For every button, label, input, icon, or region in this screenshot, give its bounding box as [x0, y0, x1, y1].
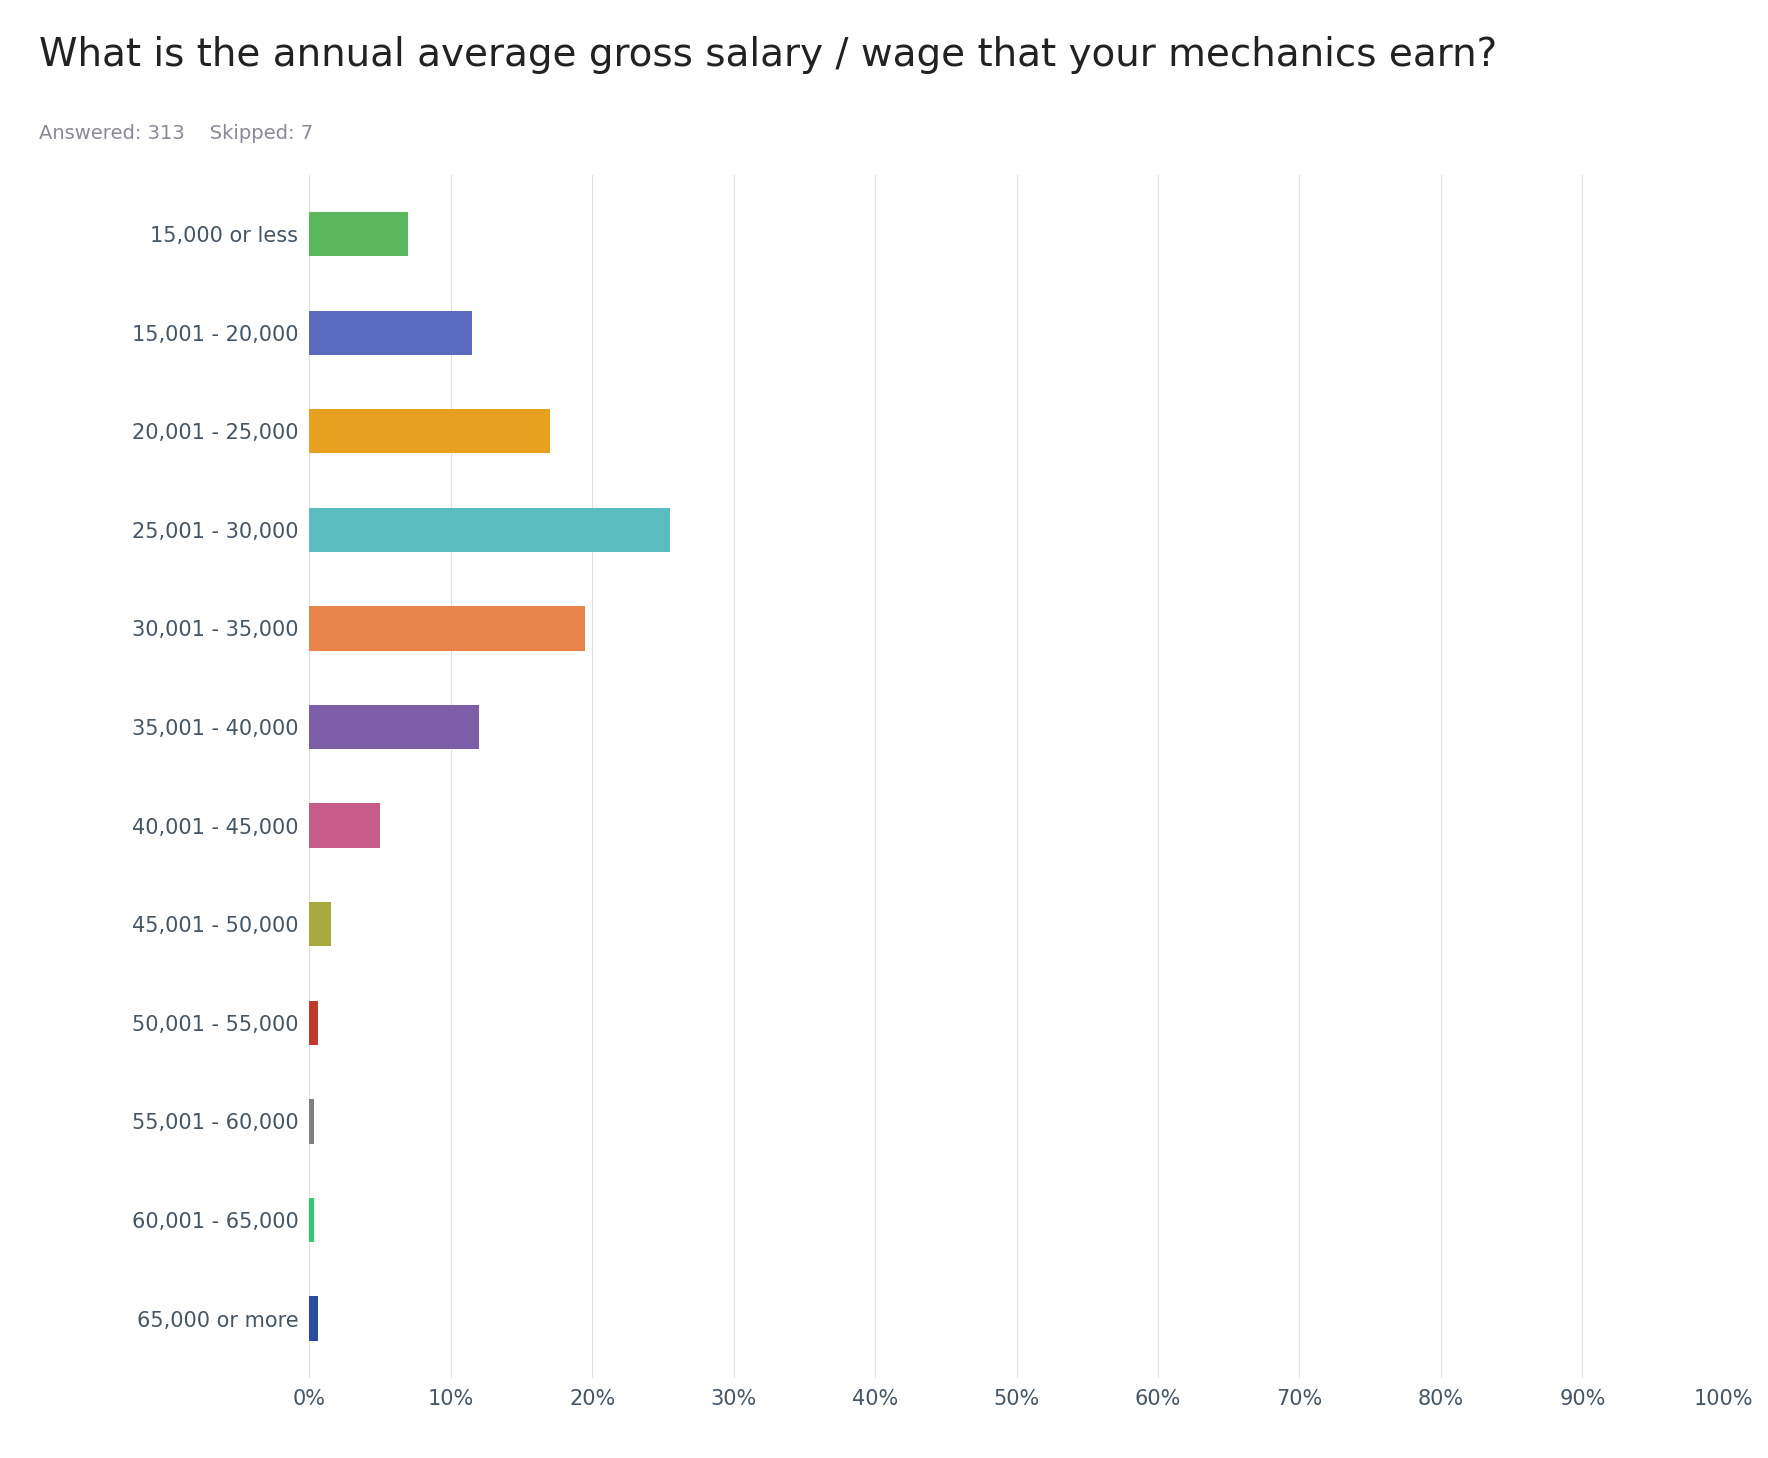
Bar	[309, 903, 331, 946]
Bar	[309, 1296, 318, 1341]
Bar	[309, 410, 550, 453]
Bar	[309, 704, 479, 749]
Bar	[309, 1000, 318, 1045]
Bar	[309, 1198, 313, 1242]
Bar	[309, 507, 670, 553]
Bar	[309, 311, 472, 354]
Text: What is the annual average gross salary / wage that your mechanics earn?: What is the annual average gross salary …	[39, 36, 1497, 74]
Bar	[309, 803, 380, 849]
Bar	[309, 607, 585, 650]
Bar	[309, 1099, 313, 1143]
Bar	[309, 211, 408, 257]
Text: Answered: 313    Skipped: 7: Answered: 313 Skipped: 7	[39, 124, 313, 143]
